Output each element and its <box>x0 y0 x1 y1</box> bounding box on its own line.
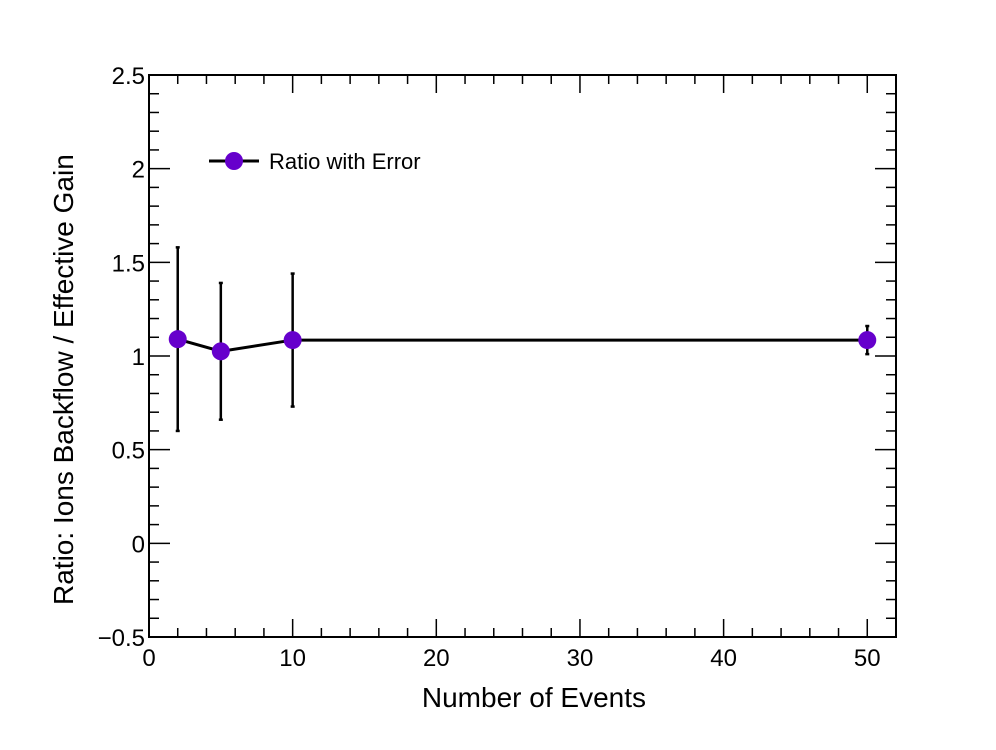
plot-frame <box>148 74 897 638</box>
series-line <box>177 337 868 353</box>
legend: Ratio with Error <box>209 149 421 174</box>
y-tick-label: 2 <box>132 157 145 184</box>
legend-marker <box>225 152 243 170</box>
data-point <box>858 331 877 350</box>
x-tick-label: 10 <box>279 645 306 672</box>
x-tick-label: 40 <box>710 645 737 672</box>
y-tick-label: −0.5 <box>98 625 145 652</box>
legend-label: Ratio with Error <box>269 149 421 174</box>
y-tick-label: 2.5 <box>112 63 145 90</box>
y-tick-label: 0 <box>132 531 145 558</box>
series-layer <box>168 246 877 433</box>
y-tick-label: 0.5 <box>112 438 145 465</box>
axis-ticks <box>148 74 897 638</box>
y-tick-label: 1.5 <box>112 250 145 277</box>
data-point <box>168 330 187 349</box>
x-tick-label: 0 <box>142 645 155 672</box>
x-tick-label: 50 <box>854 645 881 672</box>
data-point <box>211 342 230 361</box>
y-axis-title: Ratio: Ions Backflow / Effective Gain <box>48 154 79 605</box>
data-point <box>283 331 302 350</box>
x-tick-label: 30 <box>567 645 594 672</box>
x-axis-title: Number of Events <box>422 682 646 713</box>
axis-tick-labels: 0 10 20 30 40 50−0.500.511.522.5 <box>98 63 881 672</box>
x-tick-label: 20 <box>423 645 450 672</box>
y-tick-label: 1 <box>132 344 145 371</box>
